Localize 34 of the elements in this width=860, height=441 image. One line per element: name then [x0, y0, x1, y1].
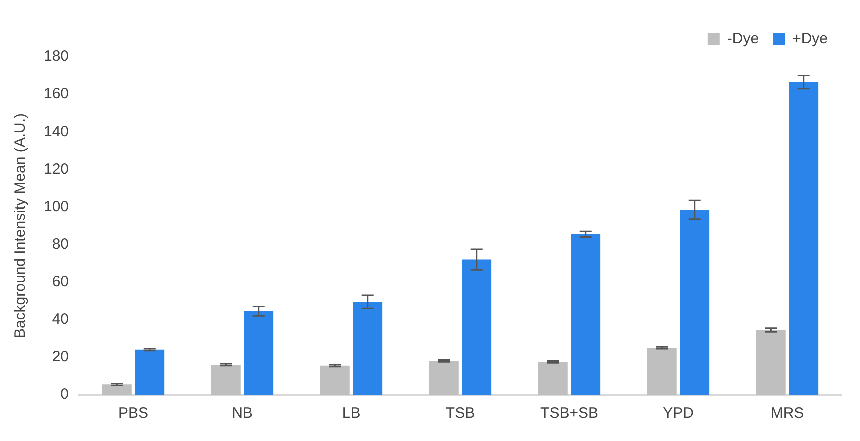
y-tick-label: 160 [44, 86, 70, 103]
bar [571, 234, 601, 395]
bar [647, 348, 677, 395]
bar [135, 350, 165, 395]
x-tick-label: YPD [663, 405, 694, 422]
y-tick-label: 180 [44, 48, 70, 66]
y-tick-label: 120 [44, 160, 70, 178]
bar [244, 311, 274, 395]
x-tick-label: LB [342, 405, 361, 422]
legend-label: -Dye [727, 30, 760, 48]
y-tick-label: 40 [52, 311, 70, 328]
y-tick-label: 20 [52, 348, 70, 366]
y-tick-label: 140 [44, 123, 70, 140]
x-tick-label: TSB [446, 405, 476, 422]
bar [429, 361, 459, 395]
bar [353, 302, 383, 395]
y-axis-title: Background Intensity Mean (A.U.) [12, 113, 30, 339]
y-tick-label: 0 [60, 386, 70, 404]
y-tick-label: 60 [52, 273, 70, 290]
x-tick-label: NB [232, 405, 253, 422]
x-tick-label: TSB+SB [540, 405, 598, 422]
bar [462, 260, 492, 395]
y-tick-label: 100 [44, 198, 70, 216]
bar [789, 82, 819, 395]
y-tick-label: 80 [52, 236, 70, 253]
legend-label: +Dye [792, 30, 828, 48]
bar [211, 364, 241, 395]
bar [320, 366, 350, 395]
x-tick-label: PBS [118, 405, 149, 422]
bar [680, 210, 710, 395]
bar [538, 362, 568, 395]
bar [102, 384, 132, 395]
x-tick-label: MRS [770, 405, 804, 422]
bar [756, 330, 786, 395]
